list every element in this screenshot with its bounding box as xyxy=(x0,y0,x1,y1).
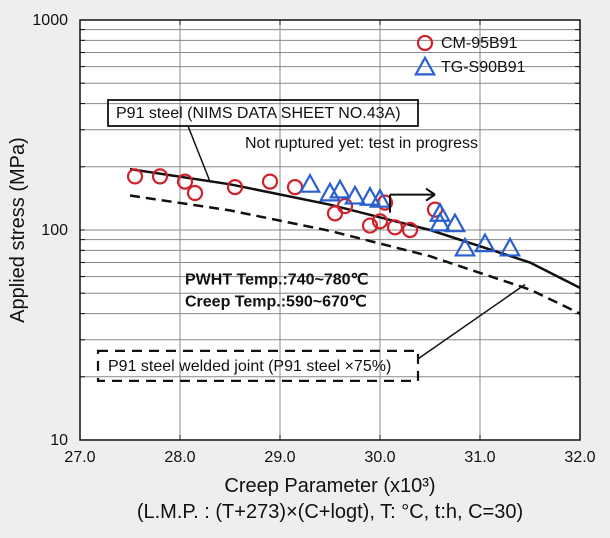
anno-creep: Creep Temp.:590~670℃ xyxy=(185,294,367,311)
x-tick-label: 27.0 xyxy=(64,449,95,466)
x-tick-label: 30.0 xyxy=(364,449,395,466)
x-tick-label: 31.0 xyxy=(464,449,495,466)
chart-svg: 27.0 28.0 29.0 30.0 31.0 32.0 10 100 1000 CM-95B9… xyxy=(0,0,610,538)
y-tick-label: 100 xyxy=(41,222,68,239)
y-tick-label: 10 xyxy=(50,432,68,449)
x-axis-label-2: (L.M.P. : (T+273)×(C+logt), T: °C, t:h, … xyxy=(137,501,523,523)
anno-not-ruptured: Not ruptured yet: test in progress xyxy=(245,135,478,152)
x-tick-label: 28.0 xyxy=(164,449,195,466)
y-axis-label: Applied stress (MPa) xyxy=(7,137,29,323)
legend-label-1: TG-S90B91 xyxy=(441,59,526,76)
x-tick-label: 32.0 xyxy=(564,449,595,466)
anno-pwht: PWHT Temp.:740~780℃ xyxy=(185,272,369,289)
legend-label-0: CM-95B91 xyxy=(441,35,518,52)
x-axis-label-1: Creep Parameter (x10³) xyxy=(224,475,435,497)
anno-p91-base: P91 steel (NIMS DATA SHEET NO.43A) xyxy=(116,105,401,122)
chart-container: 27.0 28.0 29.0 30.0 31.0 32.0 10 100 1000 CM-95B9… xyxy=(0,0,610,538)
y-tick-label: 1000 xyxy=(32,12,68,29)
anno-p91-welded: P91 steel welded joint (P91 steel ×75%) xyxy=(108,358,391,375)
x-tick-label: 29.0 xyxy=(264,449,295,466)
